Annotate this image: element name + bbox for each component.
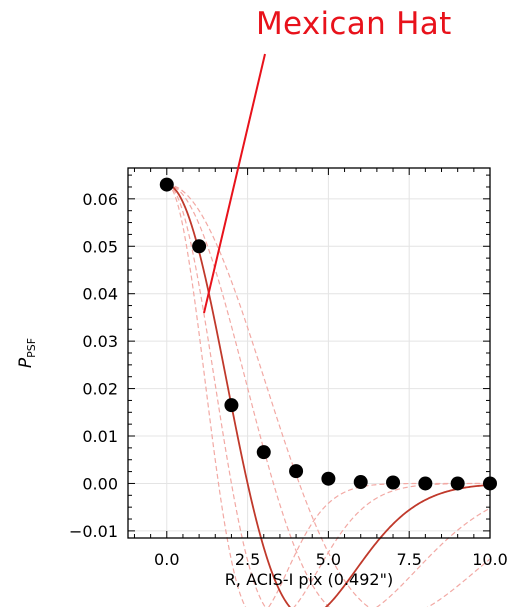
- y-tick-label: 0.03: [82, 332, 118, 351]
- fit-curves: [166, 183, 491, 607]
- annotation-pointer-line: [203, 53, 266, 314]
- y-axis-label: PPSF: [16, 338, 38, 368]
- data-point: [256, 445, 271, 460]
- y-tick-label: −0.01: [69, 522, 118, 541]
- x-tick-label: 5.0: [316, 550, 341, 569]
- data-point: [192, 239, 207, 254]
- data-point: [386, 475, 401, 490]
- x-axis-label: R, ACIS-I pix (0.492"): [225, 570, 393, 589]
- x-tick-label: 2.5: [235, 550, 260, 569]
- data-point: [159, 177, 174, 192]
- data-point: [321, 471, 336, 486]
- x-tick-label: 10.0: [472, 550, 508, 569]
- x-tick-label: 7.5: [396, 550, 421, 569]
- y-tick-label: 0.05: [82, 237, 118, 256]
- y-tick-label: 0.06: [82, 190, 118, 209]
- alternate-fit-curve: [166, 184, 491, 607]
- y-tick-label: 0.01: [82, 427, 118, 446]
- axes: 0.0 2.5 5.0 7.5 10.0 −0.01 0.00 0.01 0.02 0.03 0.0…: [16, 167, 508, 589]
- best-fit-curve: [166, 183, 491, 607]
- alternate-fit-curve: [166, 184, 491, 607]
- y-axis-label-main: P: [16, 357, 36, 368]
- y-tick-label: 0.04: [82, 285, 118, 304]
- data-points: [159, 177, 497, 491]
- data-point: [224, 398, 239, 413]
- data-point: [289, 464, 304, 479]
- x-tick-label: 0.0: [154, 550, 179, 569]
- data-point: [353, 475, 368, 490]
- y-tick-label: 0.00: [82, 474, 118, 493]
- y-tick-label: 0.02: [82, 380, 118, 399]
- data-point: [450, 476, 465, 491]
- data-point: [418, 476, 433, 491]
- alternate-fit-curve: [166, 184, 490, 607]
- y-axis-label-sub: PSF: [25, 338, 38, 358]
